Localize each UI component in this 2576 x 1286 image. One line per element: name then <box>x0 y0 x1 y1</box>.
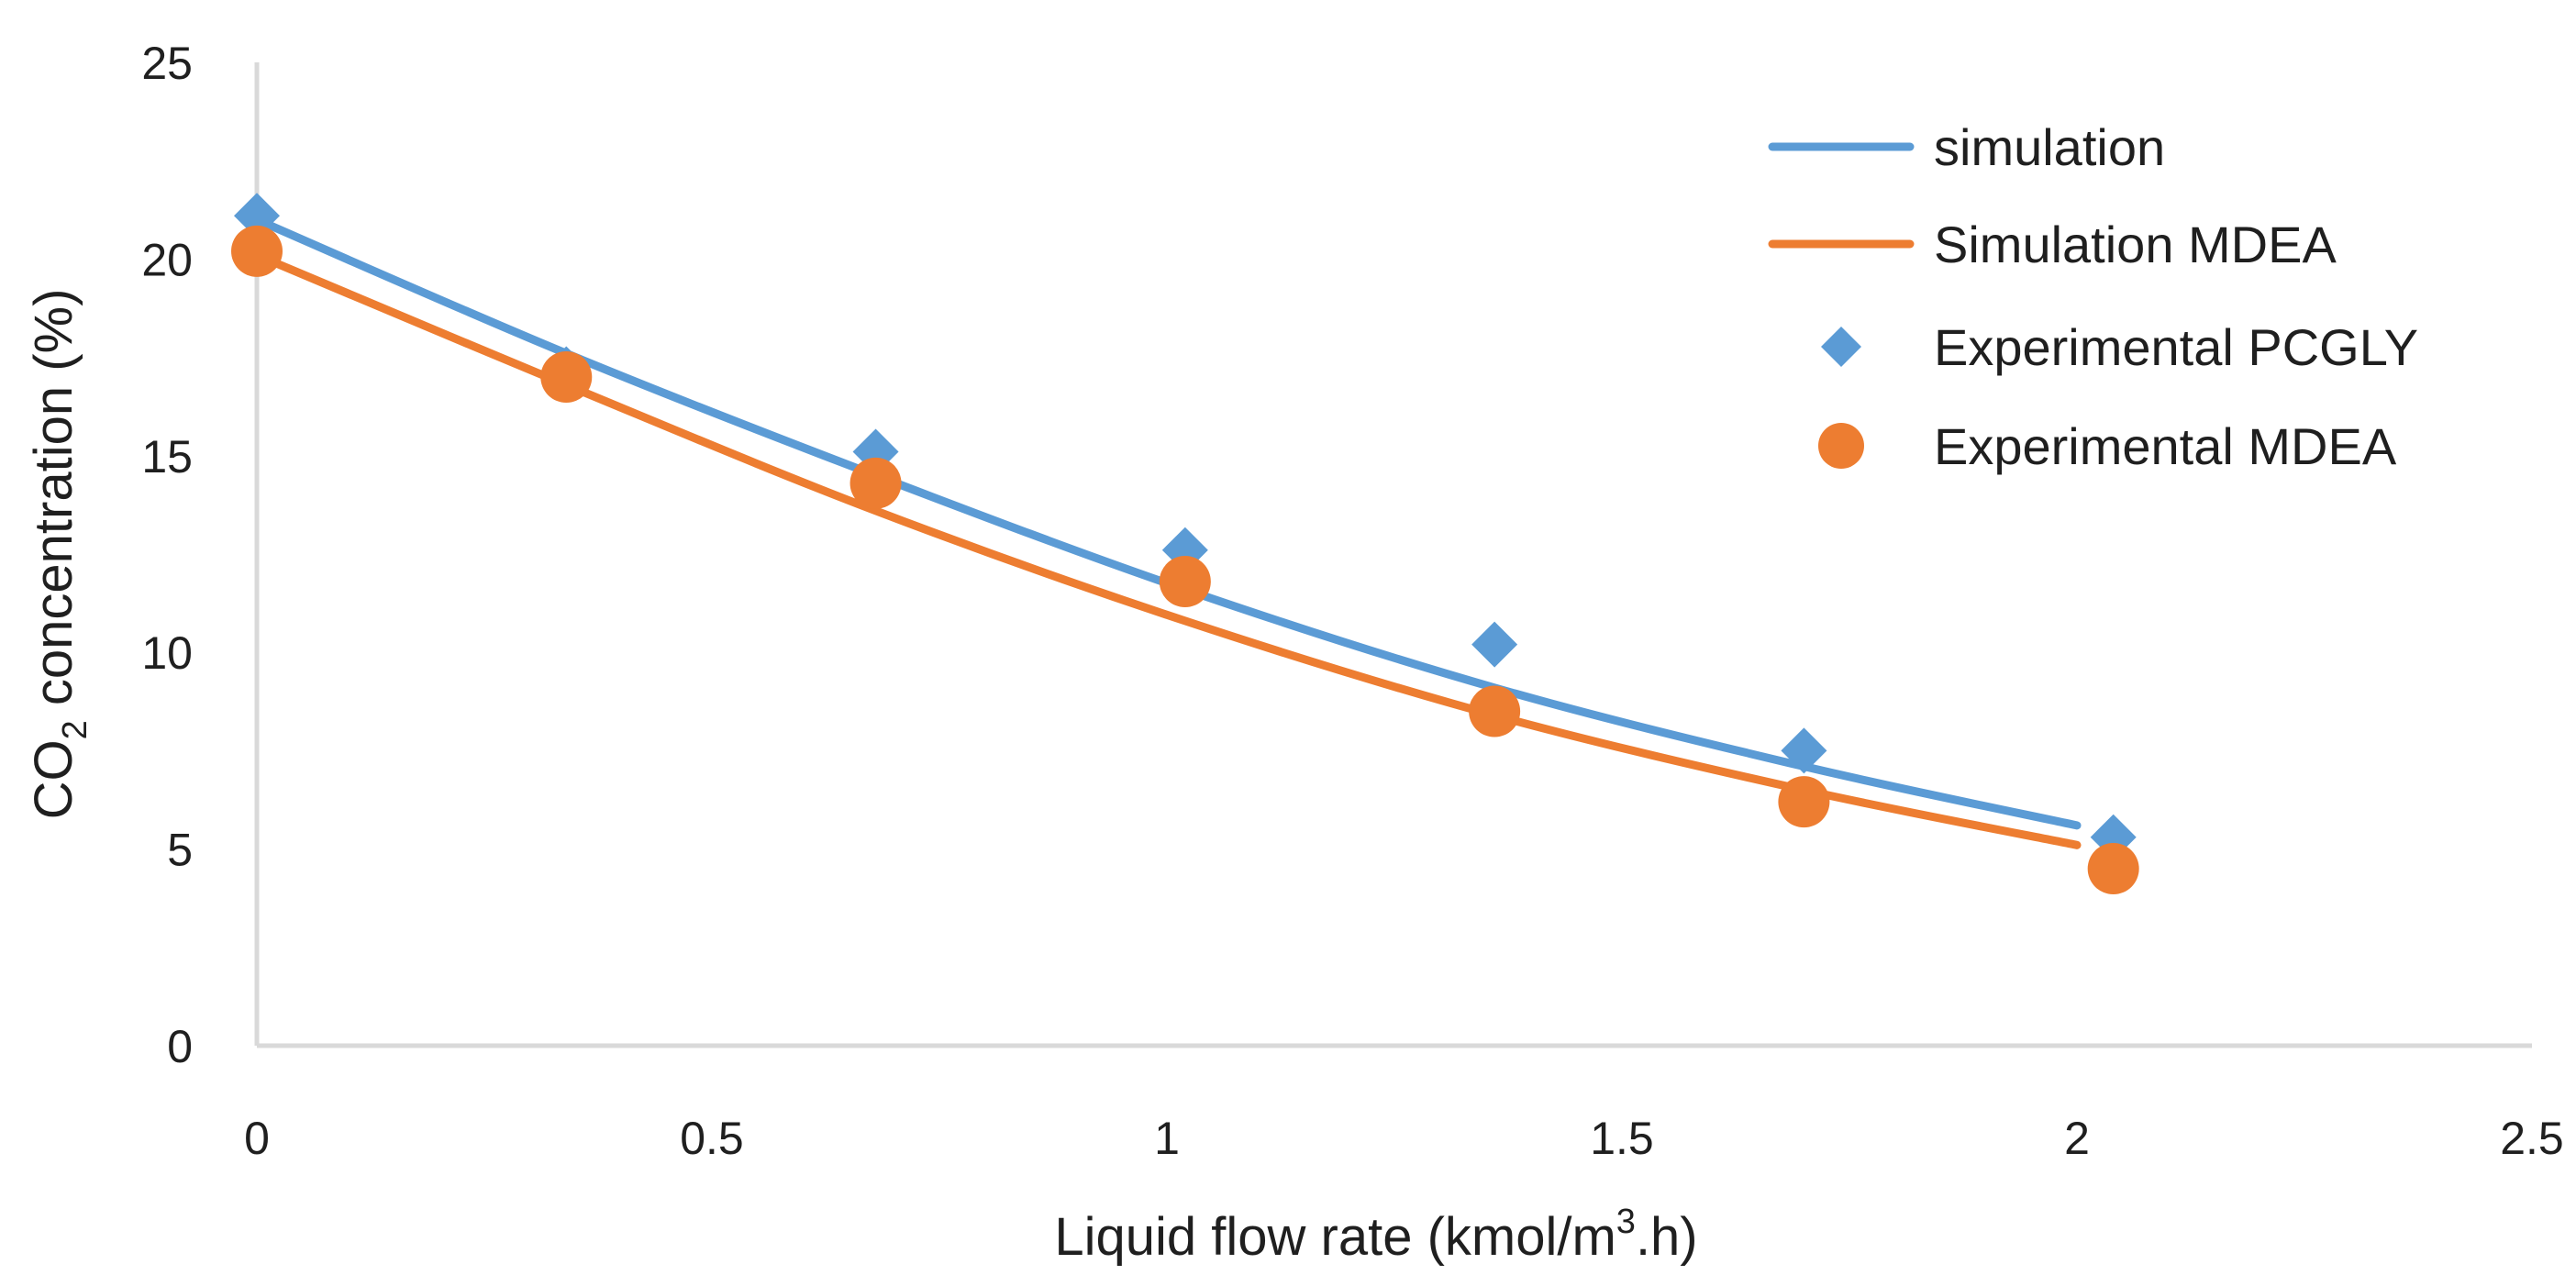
legend-swatch-experimental-pcgly <box>1821 327 1861 367</box>
series-markers <box>231 193 2139 895</box>
x-tick-label: 1 <box>1154 1113 1180 1164</box>
x-tick-label: 1.5 <box>1590 1113 1654 1164</box>
x-tick-label: 2.5 <box>2500 1113 2564 1164</box>
legend-label-simulation-mdea: Simulation MDEA <box>1934 216 2337 273</box>
y-tick-labels: 0 5 10 15 20 25 <box>141 38 193 1072</box>
y-tick-label: 0 <box>167 1021 193 1072</box>
data-point-experimental-mdea <box>2087 843 2139 895</box>
y-tick-label: 15 <box>141 431 193 482</box>
x-tick-label: 0 <box>244 1113 270 1164</box>
data-point-experimental-pcgly <box>852 428 899 475</box>
y-axis-title: CO2 concentration (%) <box>24 289 94 820</box>
y-tick-label: 20 <box>141 234 193 285</box>
axes <box>254 62 2532 1048</box>
legend-label-experimental-mdea: Experimental MDEA <box>1934 417 2397 475</box>
y-tick-label: 5 <box>167 825 193 876</box>
legend-label-experimental-pcgly: Experimental PCGLY <box>1934 318 2418 376</box>
legend-label-simulation: simulation <box>1934 118 2165 176</box>
y-tick-label: 10 <box>141 627 193 679</box>
legend: simulation Simulation MDEA Experimental PC… <box>1768 118 2418 475</box>
y-tick-label: 25 <box>141 38 193 89</box>
data-point-experimental-mdea <box>231 225 283 277</box>
data-point-experimental-pcgly <box>1471 621 1518 668</box>
x-axis-title: Liquid flow rate (kmol/m3.h) <box>1054 1203 1697 1267</box>
data-point-experimental-pcgly <box>234 193 280 239</box>
data-point-experimental-mdea <box>1469 685 1521 737</box>
legend-swatch-experimental-mdea <box>1818 423 1864 469</box>
data-point-experimental-mdea <box>849 457 902 509</box>
x-tick-label: 0.5 <box>680 1113 744 1164</box>
x-tick-label: 2 <box>2064 1113 2090 1164</box>
data-point-experimental-pcgly <box>1781 727 1827 774</box>
data-point-experimental-mdea <box>1159 556 1211 608</box>
data-point-experimental-mdea <box>1778 776 1830 828</box>
x-tick-labels: 0 0.5 1 1.5 2 2.5 <box>244 1113 2564 1164</box>
data-point-experimental-mdea <box>540 351 593 404</box>
